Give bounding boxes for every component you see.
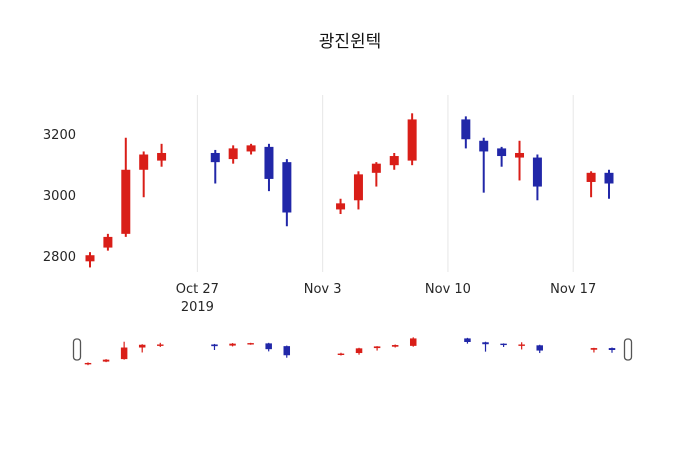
chart-title: 광진윈텍 [318, 32, 382, 52]
candle-body [211, 344, 218, 347]
y-tick-label: 3200 [43, 128, 76, 143]
candle-body [282, 162, 292, 213]
candles [85, 113, 614, 268]
x-tick-label: Nov 10 [425, 282, 471, 297]
rangeslider-track[interactable] [78, 331, 632, 369]
candle-body [464, 338, 471, 342]
candle-body [102, 359, 110, 362]
candle-body [157, 152, 167, 161]
candle-body [139, 154, 149, 170]
candle-body [391, 345, 399, 347]
candle-body [229, 343, 236, 346]
candle-body [264, 146, 274, 179]
candle-body [500, 343, 507, 346]
candle-body [353, 174, 363, 201]
candle-body [407, 119, 417, 161]
candle-body [336, 203, 346, 210]
candle-body [283, 346, 291, 356]
candle-body [586, 172, 596, 182]
candle-body [479, 140, 489, 152]
candle-body [120, 347, 128, 360]
candle-body [604, 172, 614, 184]
y-axis-labels: 2800 3000 3200 [43, 128, 76, 265]
candle-body [373, 346, 381, 349]
candle-body [409, 338, 417, 346]
y-tick-label: 2800 [43, 250, 76, 265]
candle-body [157, 344, 164, 346]
x-tick-label: Nov 17 [550, 282, 596, 297]
x-axis-labels: Oct 27 2019 Nov 3 Nov 10 Nov 17 [176, 282, 596, 315]
y-tick-label: 3000 [43, 189, 76, 204]
candle-body [590, 348, 598, 350]
candle-body [608, 348, 616, 350]
candle-body [532, 157, 542, 187]
candle-body [84, 362, 92, 365]
x-tick-sublabel: 2019 [181, 300, 214, 315]
candle-body [265, 343, 272, 350]
x-tick-label: Nov 3 [304, 282, 342, 297]
x-tick-label: Oct 27 [176, 282, 219, 297]
rangeslider-handle-right[interactable] [623, 338, 633, 361]
candle-body [482, 342, 489, 345]
candle-body [355, 348, 363, 354]
candle-body [247, 343, 254, 345]
rangeslider-handle-left[interactable] [72, 338, 82, 361]
candle-body [246, 145, 256, 152]
candle-body [497, 148, 507, 157]
candle-body [228, 148, 238, 160]
candle-body [389, 156, 399, 166]
rangeslider-candles [84, 337, 616, 366]
gridlines [196, 95, 574, 272]
candle-body [337, 353, 345, 355]
candle-body [518, 344, 525, 346]
candle-body [121, 169, 131, 234]
candle-body [461, 119, 471, 140]
candle-body [138, 344, 146, 348]
candle-body [103, 236, 113, 248]
candle-body [210, 152, 220, 163]
candle-body [371, 163, 381, 173]
candle-body [536, 345, 543, 351]
candle-body [85, 255, 95, 262]
candle-body [515, 152, 525, 158]
